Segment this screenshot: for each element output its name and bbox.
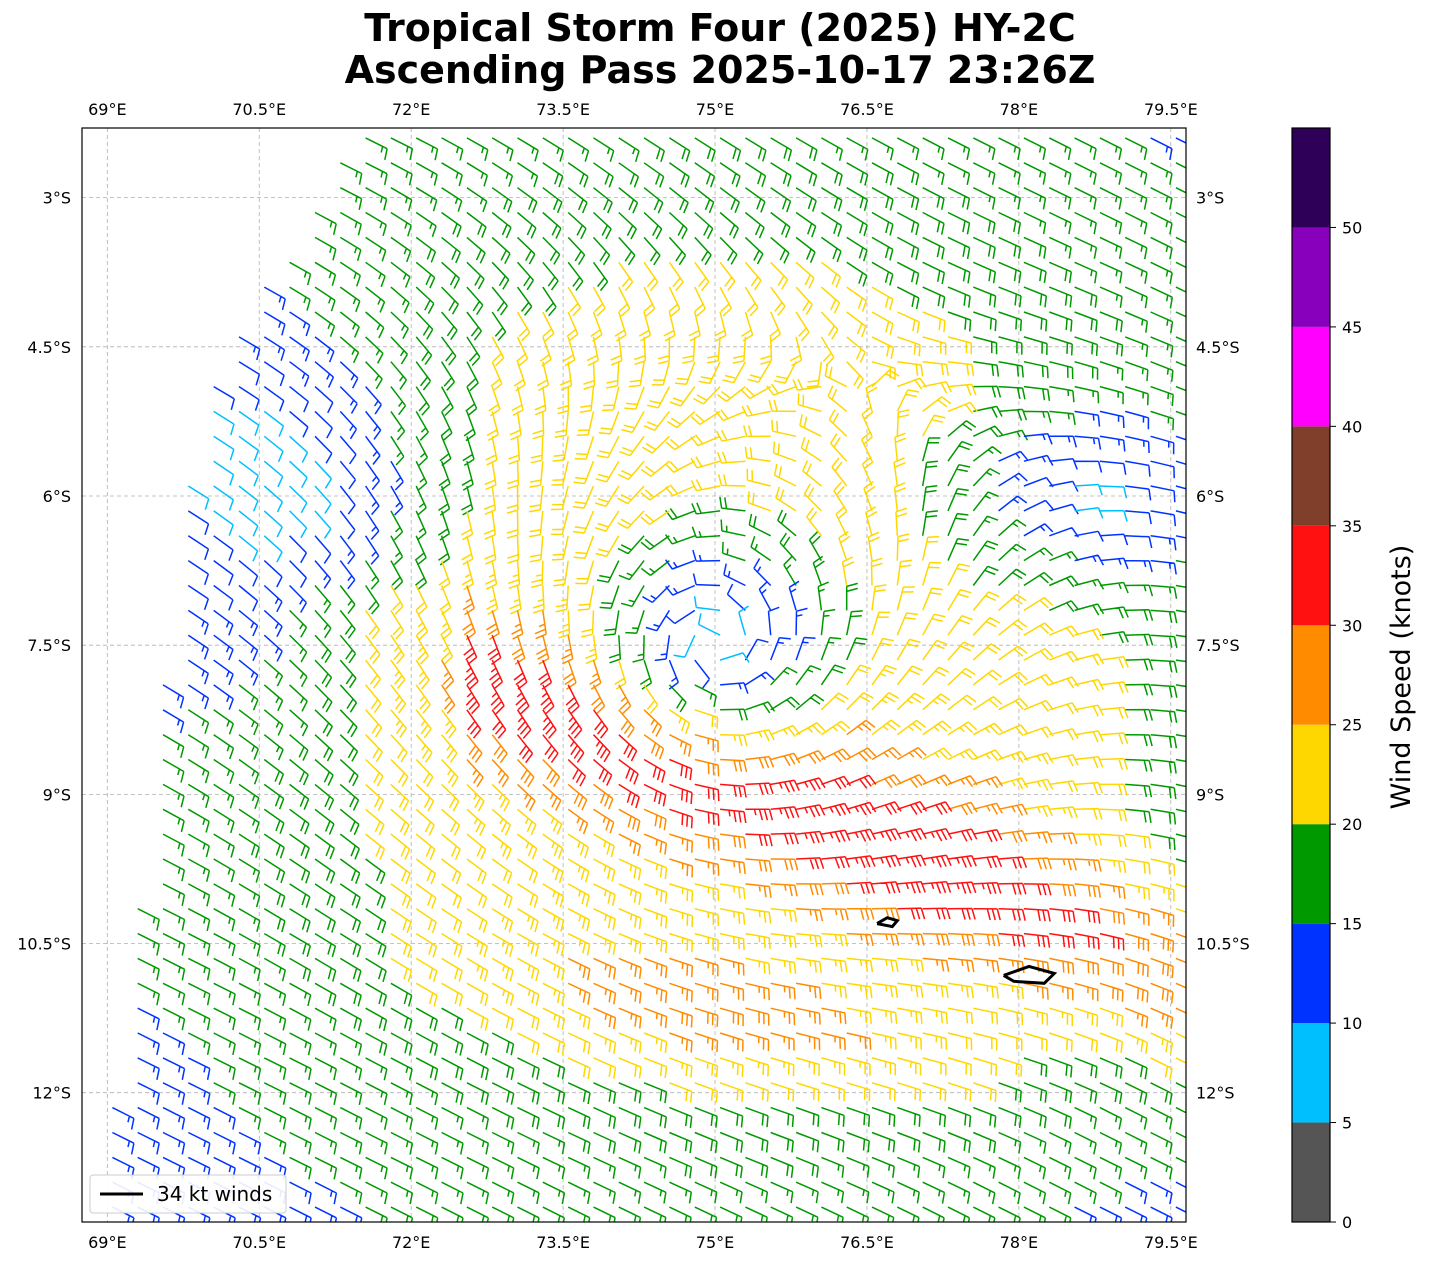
- colorbar-tick-label: 35: [1342, 517, 1362, 536]
- colorbar-segment: [1292, 724, 1330, 825]
- lat-tick-label-right: 9°S: [1196, 785, 1224, 804]
- lat-tick-label-left: 7.5°S: [27, 636, 71, 655]
- colorbar-tick-label: 30: [1342, 616, 1362, 635]
- lat-tick-label-right: 10.5°S: [1196, 935, 1250, 954]
- lat-tick-label-right: 6°S: [1196, 487, 1224, 506]
- map-title-line-2: Ascending Pass 2025-10-17 23:26Z: [344, 48, 1096, 92]
- wind-barb-group: [440, 585, 1186, 1053]
- map-background: [82, 128, 1186, 1222]
- legend-box: 34 kt winds: [89, 1174, 287, 1214]
- lon-tick-label-top: 69°E: [88, 100, 126, 119]
- colorbar-segment: [1292, 1023, 1330, 1123]
- colorbar-tick-label: 40: [1342, 417, 1362, 436]
- lat-tick-label-right: 12°S: [1196, 1084, 1235, 1103]
- colorbar-tick-label: 15: [1342, 915, 1362, 934]
- lat-tick-label-left: 3°S: [43, 189, 71, 208]
- colorbar-segment: [1292, 326, 1330, 427]
- map-frame: [81, 127, 1187, 1223]
- lon-tick-label-bottom: 76.5°E: [840, 1233, 894, 1252]
- lat-tick-label-left: 9°S: [43, 785, 71, 804]
- lon-tick-label-top: 79.5°E: [1144, 100, 1198, 119]
- legend-label: 34 kt winds: [157, 1182, 272, 1206]
- lat-tick-label-right: 7.5°S: [1196, 636, 1240, 655]
- lon-tick-label-bottom: 73.5°E: [536, 1233, 590, 1252]
- map-title-line-1: Tropical Storm Four (2025) HY-2C: [364, 6, 1076, 50]
- wind-barb-group: [463, 634, 1125, 951]
- colorbar: 0 5 10 15 20 25 30 35 40 45 50: [1291, 127, 1362, 1232]
- colorbar-segment: [1292, 625, 1330, 725]
- lon-tick-label-bottom: 79.5°E: [1144, 1233, 1198, 1252]
- colorbar-segment: [1292, 525, 1330, 626]
- colorbar-tick-label: 50: [1342, 218, 1362, 237]
- colorbar-label: Wind Speed (knots): [1386, 545, 1417, 810]
- colorbar-segment: [1292, 1122, 1330, 1222]
- colorbar-tick-label: 5: [1342, 1114, 1352, 1133]
- colorbar-segment: [1292, 426, 1330, 526]
- contours-34kt: [876, 916, 1058, 985]
- contour-34kt: [1002, 964, 1058, 985]
- lat-tick-label-left: 10.5°S: [17, 935, 71, 954]
- wind-barb-group: [137, 137, 1186, 1222]
- lon-tick-label-bottom: 75°E: [696, 1233, 734, 1252]
- lat-tick-label-right: 4.5°S: [1196, 338, 1240, 357]
- contour-34kt: [876, 916, 900, 929]
- colorbar-segment: [1292, 824, 1330, 924]
- colorbar-segment: [1292, 128, 1330, 228]
- colorbar-tick-label: 45: [1342, 318, 1362, 337]
- colorbar-frame: [1291, 127, 1331, 1223]
- lon-tick-label-top: 73.5°E: [536, 100, 590, 119]
- lat-tick-label-left: 6°S: [43, 487, 71, 506]
- lon-tick-label-bottom: 70.5°E: [232, 1233, 286, 1252]
- lat-tick-label-right: 3°S: [1196, 189, 1224, 208]
- lon-tick-label-top: 75°E: [696, 100, 734, 119]
- colorbar-segment: [1292, 923, 1330, 1024]
- lon-tick-label-top: 72°E: [392, 100, 430, 119]
- lon-tick-label-top: 70.5°E: [232, 100, 286, 119]
- lon-tick-label-bottom: 69°E: [88, 1233, 126, 1252]
- wind-barb-group: [112, 137, 1186, 1222]
- axis-tick-labels: 69°E 69°E 70.5°E 70.5°E 72°E 72°E 73.5°E 73.5°E…: [17, 100, 1250, 1252]
- wind-barbs: [112, 137, 1186, 1222]
- lat-tick-label-left: 12°S: [32, 1084, 71, 1103]
- colorbar-tick-label: 20: [1342, 815, 1362, 834]
- lon-tick-label-bottom: 78°E: [1000, 1233, 1038, 1252]
- lon-tick-label-top: 78°E: [1000, 100, 1038, 119]
- colorbar-tick-label: 0: [1342, 1213, 1352, 1232]
- grid-lines: [82, 128, 1186, 1222]
- lon-tick-label-top: 76.5°E: [840, 100, 894, 119]
- colorbar-segment: [1292, 227, 1330, 327]
- colorbar-tick-label: 25: [1342, 716, 1362, 735]
- wind-barb-group: [364, 261, 1186, 1103]
- lat-tick-label-left: 4.5°S: [27, 338, 71, 357]
- lon-tick-label-bottom: 72°E: [392, 1233, 430, 1252]
- wind-barb-group: [187, 410, 1128, 663]
- colorbar-tick-label: 10: [1342, 1014, 1362, 1033]
